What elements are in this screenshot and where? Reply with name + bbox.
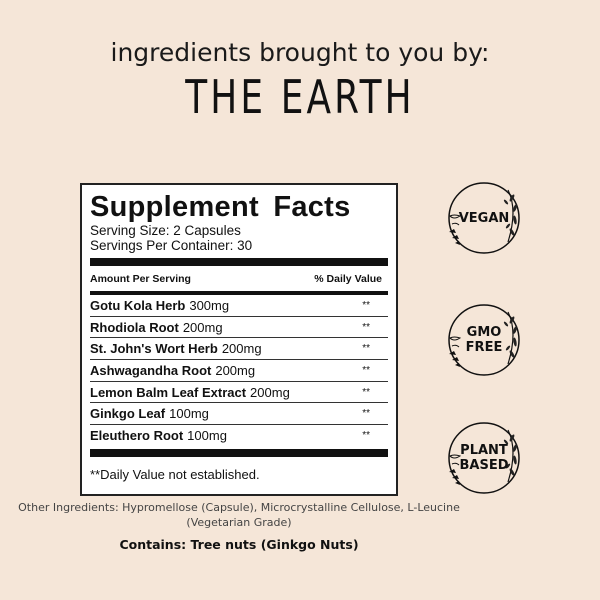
ingredient-row: St. John's Wort Herb 200mg ** <box>90 338 388 361</box>
ingredient-name: St. John's Wort Herb <box>90 341 218 357</box>
ingredient-row: Gotu Kola Herb 300mg ** <box>90 295 388 317</box>
badge-gmo-free: GMO FREE <box>446 302 522 378</box>
ingredient-row: Lemon Balm Leaf Extract 200mg ** <box>90 382 388 404</box>
ingredient-row: Ginkgo Leaf 100mg ** <box>90 403 388 426</box>
serving-size: Serving Size: 2 Capsules <box>90 223 241 238</box>
daily-value: ** <box>362 430 370 442</box>
ingredient-row: Rhodiola Root 200mg ** <box>90 317 388 339</box>
divider <box>90 448 388 457</box>
daily-value: ** <box>362 343 370 355</box>
panel-title: Supplement Facts <box>90 191 351 223</box>
badge-vegan: VEGAN <box>446 180 522 256</box>
ingredient-name: Ginkgo Leaf <box>90 406 166 422</box>
daily-value: ** <box>362 408 370 420</box>
ingredient-amount: 200mg <box>182 319 223 335</box>
allergen-statement: Contains: Tree nuts (Ginkgo Nuts) <box>119 537 359 552</box>
ingredient-name: Eleuthero Root <box>90 428 184 444</box>
badge-label: GMO FREE <box>465 325 503 355</box>
divider <box>90 291 388 295</box>
daily-value-label: % Daily Value <box>314 273 382 285</box>
other-ingredients: Other Ingredients: Hypromellose (Capsule… <box>18 501 460 529</box>
ingredient-row: Ashwagandha Root 200mg ** <box>90 360 388 382</box>
ingredient-amount: 200mg <box>221 341 262 357</box>
ingredient-row: Eleuthero Root 100mg ** <box>90 425 388 447</box>
headline: THE EARTH <box>185 70 415 124</box>
supplement-facts-panel: Supplement Facts Serving Size: 2 Capsule… <box>80 183 398 496</box>
ingredient-amount: 100mg <box>187 428 227 444</box>
badge-label: PLANT BASED <box>459 443 509 473</box>
badge-plant-based: PLANT BASED <box>446 420 522 496</box>
ingredient-amount: 100mg <box>169 406 209 422</box>
servings-per-container: Servings Per Container: 30 <box>90 238 253 253</box>
daily-value: ** <box>362 321 370 333</box>
ingredient-amount: 200mg <box>215 362 256 378</box>
column-header: Amount Per Serving % Daily Value <box>90 266 388 291</box>
ingredient-name: Rhodiola Root <box>90 319 179 335</box>
daily-value: ** <box>362 364 370 376</box>
footnote: **Daily Value not established. <box>90 466 260 482</box>
tagline: ingredients brought to you by: <box>110 38 490 67</box>
ingredient-name: Ashwagandha Root <box>90 362 212 378</box>
ingredient-name: Gotu Kola Herb <box>90 297 186 313</box>
daily-value: ** <box>362 299 370 311</box>
amount-per-serving-label: Amount Per Serving <box>90 273 191 285</box>
ingredient-amount: 300mg <box>189 297 230 313</box>
divider <box>90 258 388 266</box>
ingredient-name: Lemon Balm Leaf Extract <box>90 384 247 400</box>
badge-label: VEGAN <box>458 210 510 226</box>
ingredient-amount: 200mg <box>250 384 290 400</box>
daily-value: ** <box>362 386 370 398</box>
